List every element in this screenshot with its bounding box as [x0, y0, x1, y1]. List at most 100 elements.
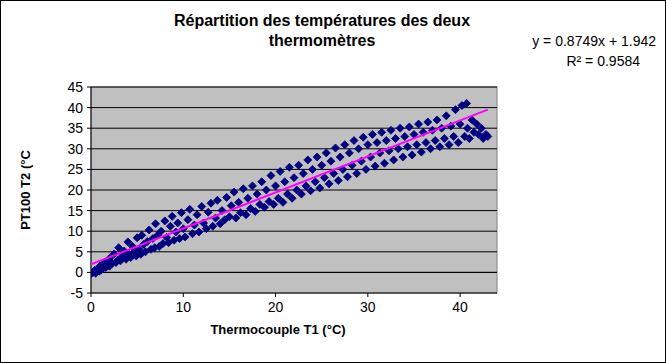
- y-tick: [87, 190, 91, 191]
- y-tick: [87, 148, 91, 149]
- scatter-point: [344, 173, 352, 181]
- scatter-point: [318, 161, 326, 169]
- scatter-point: [359, 133, 367, 141]
- y-tick: [87, 231, 91, 232]
- scatter-point: [334, 177, 342, 185]
- scatter-point: [390, 156, 398, 164]
- x-axis-line: [91, 272, 497, 273]
- scatter-point: [465, 135, 473, 143]
- scatter-point: [195, 228, 203, 236]
- scatter-point: [290, 174, 298, 182]
- scatter-point: [325, 180, 333, 188]
- scatter-point: [355, 145, 363, 153]
- grid-line: [91, 272, 497, 273]
- scatter-point: [244, 194, 252, 202]
- scatter-point: [270, 200, 278, 208]
- scatter-point: [399, 153, 407, 161]
- y-tick: [87, 272, 91, 273]
- scatter-point: [267, 172, 275, 180]
- scatter-point: [272, 182, 280, 190]
- plot-area: [91, 87, 497, 293]
- chart-frame: [1, 1, 666, 363]
- scatter-point: [401, 132, 409, 140]
- scatter-point: [299, 170, 307, 178]
- scatter-point: [166, 222, 174, 230]
- scatter-point: [463, 124, 471, 132]
- y-tick: [87, 293, 91, 294]
- scatter-point: [307, 187, 315, 195]
- scatter-point: [382, 137, 390, 145]
- scatter-point: [327, 157, 335, 165]
- y-tick: [87, 210, 91, 211]
- scatter-point: [445, 141, 453, 149]
- scatter-point: [371, 162, 379, 170]
- chart-title-line: thermomètres: [269, 32, 376, 49]
- chart: -5051015202530354045010203040Répartition…: [0, 0, 666, 363]
- scatter-point: [168, 212, 176, 220]
- scatter-point: [424, 118, 432, 126]
- scatter-point: [378, 128, 386, 136]
- scatter-point: [368, 130, 376, 138]
- y-tick-label: 20: [67, 182, 83, 198]
- y-tick-label: 5: [75, 244, 83, 260]
- y-tick-label: 30: [67, 141, 83, 157]
- scatter-point: [184, 216, 192, 224]
- y-tick: [87, 87, 91, 88]
- scatter-point: [350, 137, 358, 145]
- scatter-point: [230, 188, 238, 196]
- scatter-point: [189, 230, 197, 238]
- grid-line: [91, 128, 497, 129]
- scatter-point: [454, 139, 462, 147]
- scatter-point: [442, 112, 450, 120]
- scatter-point: [463, 99, 471, 107]
- scatter-point: [477, 124, 485, 132]
- x-tick-label: 10: [175, 299, 191, 315]
- y-tick-label: 35: [67, 120, 83, 136]
- scatter-point: [276, 167, 284, 175]
- x-tick: [275, 293, 276, 297]
- scatter-point: [332, 144, 340, 152]
- scatter-point: [408, 151, 416, 159]
- scatter-point: [422, 139, 430, 147]
- scatter-point: [341, 141, 349, 149]
- scatter-point: [204, 208, 212, 216]
- scatter-point: [223, 193, 231, 201]
- trend-annotation: y = 0.8749x + 1.942: [532, 33, 656, 49]
- scatter-point: [450, 132, 458, 140]
- scatter-point: [181, 233, 189, 241]
- y-tick: [87, 107, 91, 108]
- scatter-point: [251, 207, 259, 215]
- y-tick-label: 15: [67, 203, 83, 219]
- scatter-point: [174, 219, 182, 227]
- scatter-point: [295, 161, 303, 169]
- scatter-point: [308, 165, 316, 173]
- scatter-series: [91, 99, 492, 277]
- scatter-point: [198, 202, 206, 210]
- scatter-point: [239, 185, 247, 193]
- scatter-point: [427, 145, 435, 153]
- scatter-point: [345, 149, 353, 157]
- x-tick: [367, 293, 368, 297]
- grid-line: [91, 210, 497, 211]
- scatter-point: [262, 186, 270, 194]
- scatter-point: [373, 139, 381, 147]
- scatter-point: [186, 205, 194, 213]
- scatter-point: [433, 116, 441, 124]
- scatter-point: [451, 106, 459, 114]
- scatter-point: [225, 213, 233, 221]
- scatter-point: [387, 126, 395, 134]
- scatter-point: [353, 170, 361, 178]
- scatter-point: [316, 184, 324, 192]
- scatter-point: [177, 209, 185, 217]
- grid-line: [91, 87, 497, 88]
- y-tick-label: 25: [67, 161, 83, 177]
- x-tick-label: 30: [360, 299, 376, 315]
- grid-line: [91, 169, 497, 170]
- y-tick: [87, 169, 91, 170]
- scatter-point: [392, 135, 400, 143]
- scatter-point: [403, 143, 411, 151]
- y-tick-label: -5: [71, 285, 84, 301]
- chart-title-line: Répartition des températures des deux: [174, 12, 470, 29]
- scatter-point: [364, 141, 372, 149]
- scatter-point: [297, 190, 305, 198]
